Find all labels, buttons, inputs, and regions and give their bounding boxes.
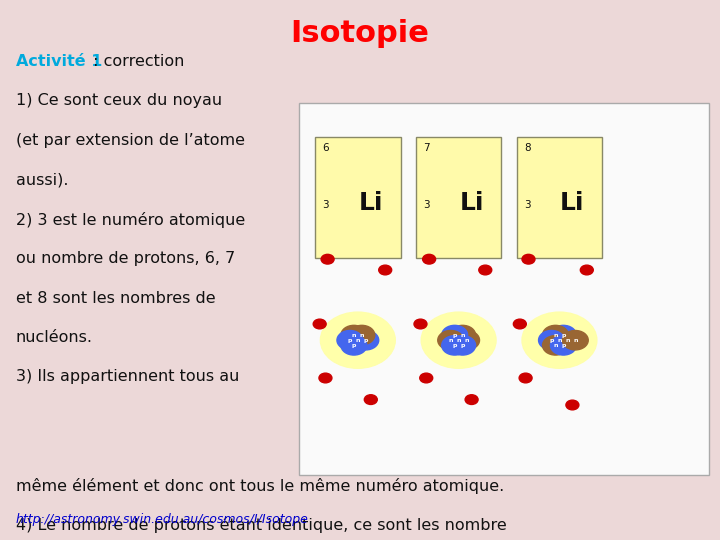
Text: 3: 3 [323, 200, 329, 210]
Circle shape [353, 330, 379, 350]
Text: p: p [452, 333, 457, 338]
Circle shape [420, 373, 433, 383]
Circle shape [543, 325, 569, 345]
Circle shape [539, 330, 564, 350]
Text: n: n [359, 333, 364, 338]
Text: n: n [553, 343, 558, 348]
Text: n: n [553, 333, 558, 338]
Text: 3) Ils appartiennent tous au: 3) Ils appartiennent tous au [16, 369, 239, 384]
Text: et 8 sont les nombres de: et 8 sont les nombres de [16, 291, 215, 306]
Text: n: n [449, 338, 453, 343]
Text: p: p [351, 343, 356, 348]
Text: p: p [364, 338, 368, 343]
Text: 1) Ce sont ceux du noyau: 1) Ce sont ceux du noyau [16, 93, 222, 109]
Circle shape [341, 325, 366, 345]
Circle shape [562, 330, 588, 350]
Circle shape [454, 330, 480, 350]
FancyBboxPatch shape [517, 137, 602, 258]
Text: Activité 1: Activité 1 [16, 54, 102, 69]
Text: Li: Li [560, 191, 585, 214]
Circle shape [513, 319, 526, 329]
Text: Li: Li [359, 191, 383, 214]
Text: p: p [561, 343, 566, 348]
Text: nucléons.: nucléons. [16, 330, 93, 345]
Text: aussi).: aussi). [16, 172, 68, 187]
Circle shape [345, 330, 371, 350]
Text: p: p [549, 338, 554, 343]
Text: n: n [460, 333, 465, 338]
Circle shape [546, 330, 572, 350]
Text: (et par extension de l’atome: (et par extension de l’atome [16, 133, 245, 148]
Text: : correction: : correction [88, 54, 184, 69]
Text: 3: 3 [423, 200, 430, 210]
Text: ou nombre de protons, 6, 7: ou nombre de protons, 6, 7 [16, 251, 235, 266]
Text: n: n [464, 338, 469, 343]
Circle shape [319, 373, 332, 383]
FancyBboxPatch shape [416, 137, 501, 258]
Text: p: p [460, 343, 465, 348]
Text: p: p [452, 343, 457, 348]
Text: 6: 6 [323, 143, 329, 153]
Circle shape [550, 336, 577, 355]
Text: n: n [456, 338, 461, 343]
Text: n: n [557, 338, 562, 343]
Text: 3: 3 [524, 200, 531, 210]
Circle shape [337, 330, 363, 350]
Circle shape [313, 319, 326, 329]
Text: 8: 8 [524, 143, 531, 153]
Text: 7: 7 [423, 143, 430, 153]
Circle shape [321, 254, 334, 264]
Text: http://astronomy.swin.edu.au/cosmos/I/Isotope: http://astronomy.swin.edu.au/cosmos/I/Is… [16, 514, 309, 526]
Text: n: n [351, 333, 356, 338]
Circle shape [465, 395, 478, 404]
Text: n: n [573, 338, 577, 343]
Circle shape [522, 254, 535, 264]
Text: p: p [561, 333, 566, 338]
Circle shape [348, 325, 374, 345]
FancyBboxPatch shape [299, 103, 709, 475]
Text: Isotopie: Isotopie [291, 19, 429, 48]
Circle shape [522, 312, 597, 368]
Circle shape [446, 330, 472, 350]
Text: 2) 3 est le numéro atomique: 2) 3 est le numéro atomique [16, 212, 245, 228]
Circle shape [320, 312, 395, 368]
Circle shape [566, 400, 579, 410]
Circle shape [554, 330, 580, 350]
Circle shape [442, 325, 468, 345]
Circle shape [379, 265, 392, 275]
Circle shape [550, 325, 577, 345]
Circle shape [449, 336, 475, 355]
Circle shape [580, 265, 593, 275]
Circle shape [441, 336, 468, 355]
FancyBboxPatch shape [315, 137, 400, 258]
Circle shape [519, 373, 532, 383]
Circle shape [543, 336, 569, 355]
Text: Li: Li [459, 191, 484, 214]
Text: même élément et donc ont tous le même numéro atomique.: même élément et donc ont tous le même nu… [16, 478, 504, 494]
Circle shape [364, 395, 377, 404]
Circle shape [479, 265, 492, 275]
Circle shape [449, 325, 475, 345]
Circle shape [421, 312, 496, 368]
Circle shape [423, 254, 436, 264]
Circle shape [438, 330, 464, 350]
Text: n: n [565, 338, 570, 343]
Text: p: p [348, 338, 352, 343]
Text: 4) Le nombre de protons étant identique, ce sont les nombre: 4) Le nombre de protons étant identique,… [16, 517, 507, 534]
Text: n: n [356, 338, 360, 343]
Circle shape [414, 319, 427, 329]
Circle shape [341, 336, 366, 355]
